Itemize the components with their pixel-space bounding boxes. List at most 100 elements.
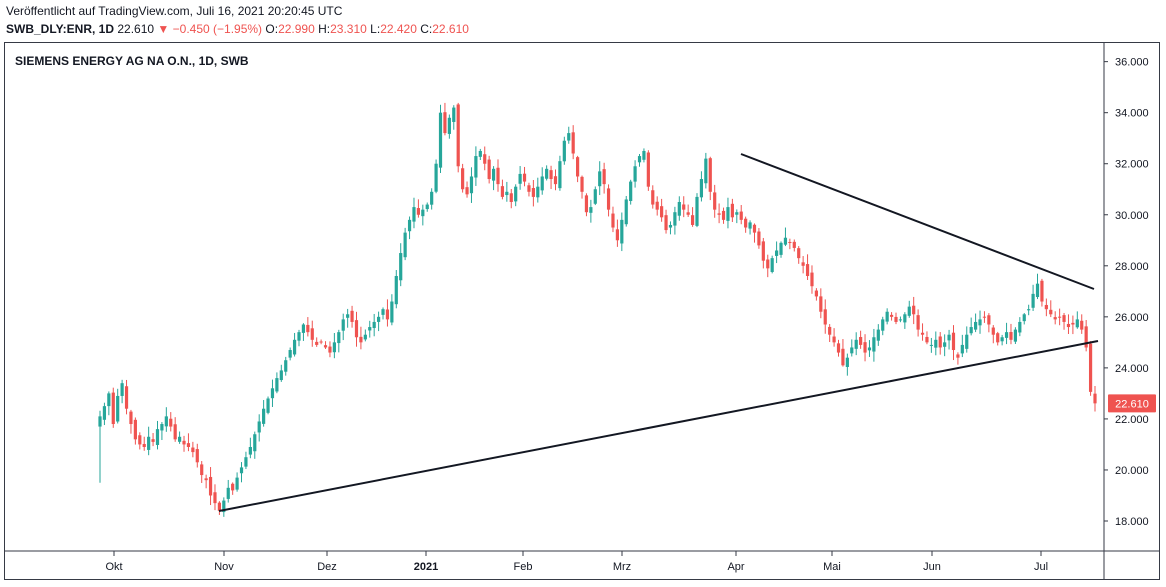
candle-body: [1000, 337, 1004, 342]
candle: [549, 165, 553, 190]
candle: [708, 156, 712, 201]
candle: [337, 329, 341, 353]
candle: [363, 329, 367, 342]
candle: [173, 417, 177, 442]
candle-body: [611, 213, 615, 228]
candle: [253, 431, 257, 459]
candle-body: [536, 186, 540, 198]
time-tick-label: Jun: [923, 561, 941, 573]
candle-body: [1075, 319, 1079, 328]
candle: [1084, 320, 1088, 352]
last-price: 22.610: [117, 22, 155, 36]
candle: [133, 417, 137, 445]
candle-body: [1084, 326, 1088, 348]
low-value: 22.420: [380, 22, 417, 36]
price-tick-label: 18.000: [1115, 516, 1149, 528]
candle-body: [469, 176, 474, 194]
candle-body: [319, 341, 323, 343]
candle-body: [549, 170, 553, 180]
candle-body: [350, 310, 354, 322]
candle: [416, 199, 420, 218]
candle-body: [182, 440, 186, 445]
candle-body: [735, 212, 739, 215]
candle-body: [332, 342, 336, 353]
candle: [757, 228, 761, 249]
candle-body: [651, 190, 655, 205]
candle-body: [836, 343, 841, 353]
candle: [155, 420, 160, 450]
candle: [938, 332, 942, 355]
candle: [235, 472, 239, 492]
candle-body: [306, 324, 310, 333]
candle: [359, 326, 363, 350]
close-value: 22.610: [432, 22, 469, 36]
candle-body: [425, 204, 429, 210]
candle: [801, 256, 805, 274]
candle-body: [1035, 283, 1040, 298]
candle: [819, 288, 823, 319]
candle: [889, 312, 894, 321]
candle: [859, 330, 863, 349]
time-tick-label: Okt: [105, 561, 122, 573]
candle: [1093, 386, 1097, 412]
candle-body: [660, 206, 664, 218]
candle: [483, 146, 487, 171]
candle-body: [377, 316, 381, 322]
candle: [1022, 312, 1026, 325]
candle: [522, 166, 527, 187]
candle-body: [514, 186, 518, 202]
candle-body: [244, 457, 248, 467]
candle: [182, 435, 186, 452]
candle-body: [323, 345, 328, 348]
candle: [929, 337, 933, 353]
candle-body: [438, 112, 443, 168]
candle: [323, 341, 328, 350]
candle-body: [416, 208, 420, 215]
candle: [231, 482, 235, 495]
candle-body: [690, 215, 695, 225]
candle-body: [279, 370, 283, 381]
candle: [775, 241, 779, 264]
candle: [553, 169, 558, 191]
candle: [434, 159, 438, 194]
candle: [792, 239, 796, 252]
candle: [399, 243, 403, 287]
candle: [730, 198, 734, 223]
candle-body: [133, 419, 137, 440]
candle: [1044, 298, 1048, 317]
candle: [328, 341, 332, 358]
candle: [642, 148, 646, 163]
candle: [412, 197, 416, 229]
candle: [974, 313, 978, 333]
price-tick-label: 36.000: [1115, 57, 1149, 69]
candle-body: [721, 210, 726, 220]
candle: [717, 203, 721, 224]
candle-body: [390, 301, 394, 323]
candle-body: [801, 262, 805, 266]
candle: [478, 148, 482, 161]
candle-body: [567, 133, 571, 141]
candle-body: [421, 209, 425, 217]
candle: [726, 197, 730, 229]
candle: [1053, 311, 1057, 325]
candle: [138, 432, 142, 450]
candle-body: [828, 326, 832, 335]
candle-body: [775, 250, 779, 256]
candle: [425, 202, 429, 212]
candle: [178, 431, 182, 444]
candle-body: [629, 181, 633, 202]
candle-body: [677, 202, 681, 216]
candle: [668, 221, 673, 235]
time-tick-label: Mrz: [613, 561, 631, 573]
candle-body: [487, 159, 491, 180]
candle: [536, 177, 540, 203]
candle: [1075, 311, 1079, 329]
candle-body: [850, 347, 854, 354]
candle: [142, 436, 146, 451]
candle-body: [943, 342, 947, 347]
candle: [1071, 315, 1075, 335]
candle: [496, 159, 500, 192]
candle-body: [562, 140, 566, 162]
time-tick-label: Feb: [514, 561, 533, 573]
